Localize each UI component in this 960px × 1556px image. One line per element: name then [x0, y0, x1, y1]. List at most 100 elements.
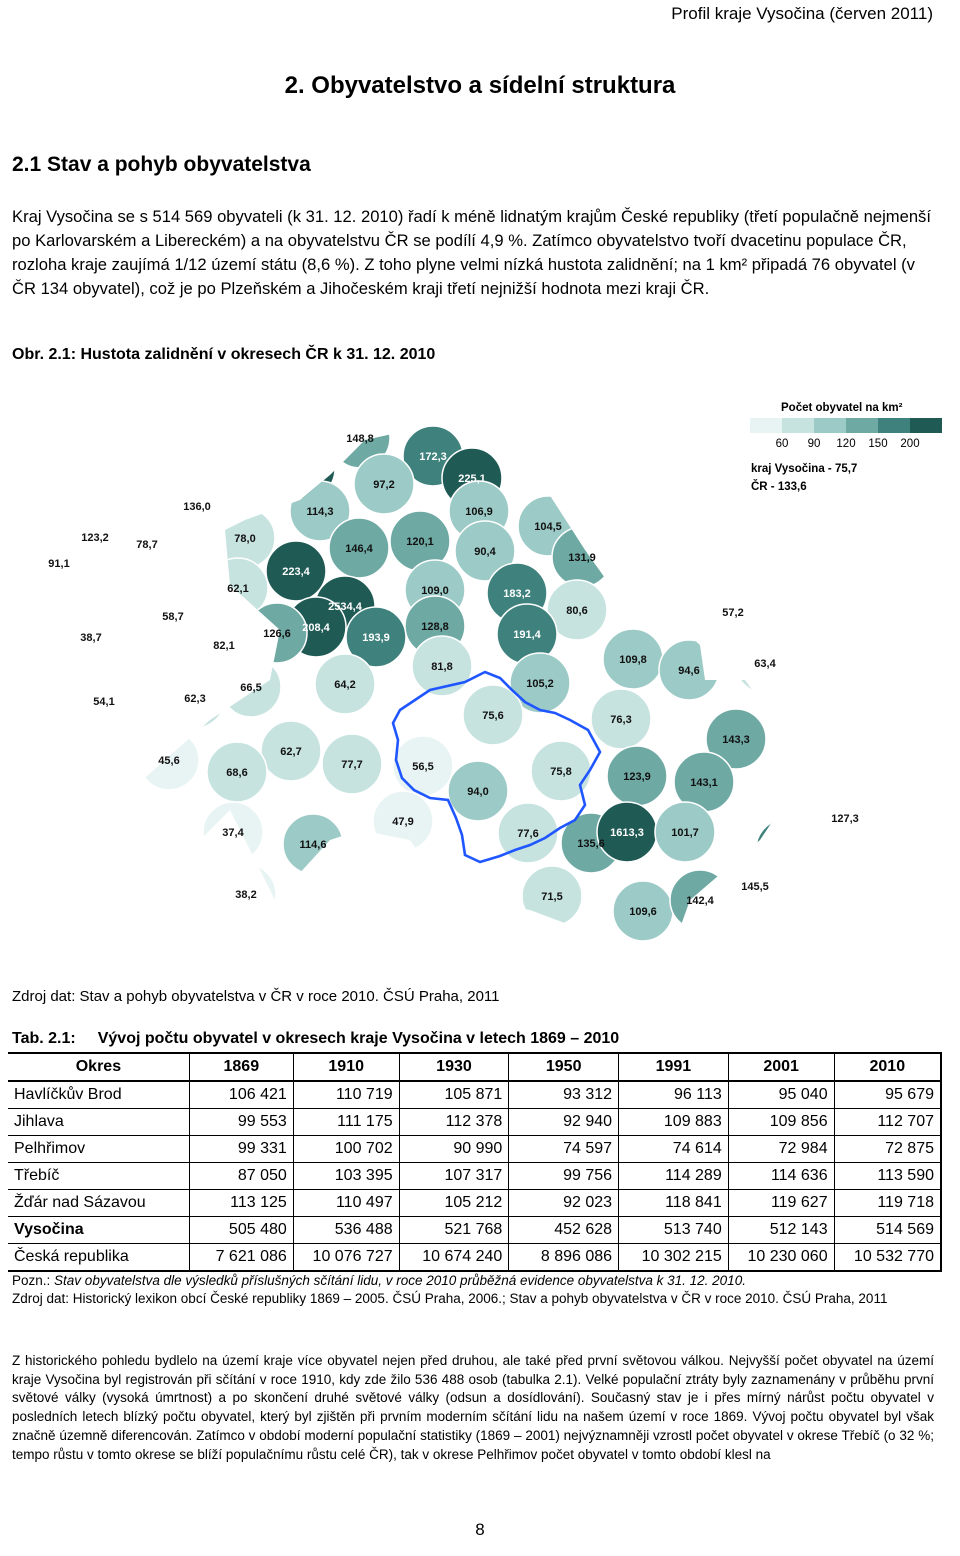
- population-cell: 10 302 215: [618, 1243, 729, 1272]
- population-cell: 92 023: [508, 1189, 620, 1217]
- district-area: [509, 652, 571, 714]
- district-label: 123,9: [623, 771, 651, 783]
- district-area: [392, 735, 454, 797]
- district-label: 148,8: [346, 433, 374, 445]
- population-cell: 521 768: [398, 1216, 510, 1244]
- district-label: 104,5: [534, 521, 562, 533]
- district-label: 64,2: [334, 679, 355, 691]
- district-label: 208,4: [302, 622, 330, 634]
- population-cell: 10 532 770: [833, 1243, 942, 1272]
- legend-tick: 200: [900, 438, 919, 450]
- district-label: 109,8: [619, 654, 647, 666]
- running-header: Profil kraje Vysočina (červen 2011): [671, 4, 933, 23]
- district-label: 91,1: [48, 558, 69, 570]
- district-label: 38,2: [235, 889, 256, 901]
- population-cell: 110 719: [292, 1080, 400, 1109]
- population-cell: 74 597: [508, 1135, 620, 1163]
- col-header: Okres: [8, 1052, 190, 1082]
- district-label: 191,4: [513, 629, 541, 641]
- population-cell: 119 718: [833, 1189, 942, 1217]
- district-area: [705, 708, 767, 770]
- district-labels: 148,8 172,3 276,9 300,9 250,0 225,1 97,2 136,0 1…: [48, 433, 923, 918]
- district-label: 128,8: [421, 621, 449, 633]
- district-area: [353, 453, 415, 515]
- col-header: 2001: [727, 1052, 835, 1082]
- district-label: 47,9: [392, 816, 413, 828]
- district-label: 186,4: [772, 844, 800, 856]
- district-label: 77,7: [341, 759, 362, 771]
- population-cell: 452 628: [508, 1216, 620, 1244]
- population-cell: 105 212: [398, 1189, 510, 1217]
- district-area: [530, 740, 592, 802]
- district-area: [462, 684, 524, 746]
- district-label: 142,4: [686, 895, 714, 907]
- legend-note-cr: ČR - 133,6: [751, 480, 807, 493]
- district-label: 143,1: [690, 777, 718, 789]
- district-label: 62,7: [280, 746, 301, 758]
- population-cell: 118 841: [618, 1189, 729, 1217]
- legend-title: Počet obyvatel na km²: [781, 402, 903, 414]
- table-caption-label: Tab. 2.1:: [12, 1030, 76, 1047]
- district-label: 126,6: [263, 628, 291, 640]
- district-name-cell: Žďár nad Sázavou: [8, 1189, 190, 1217]
- population-cell: 74 614: [618, 1135, 729, 1163]
- population-cell: 505 480: [188, 1216, 294, 1244]
- district-label: 94,0: [467, 786, 488, 798]
- population-cell: 90 990: [398, 1135, 510, 1163]
- population-table: Okres 1869 1910 1930 1950 1991 2001 2010…: [8, 1052, 942, 1272]
- district-area: [328, 517, 390, 579]
- district-area: [454, 520, 516, 582]
- district-label: 109,0: [421, 585, 449, 597]
- legend-tick: 90: [808, 438, 821, 450]
- population-cell: 72 875: [833, 1135, 942, 1163]
- population-cell: 107 317: [398, 1162, 510, 1190]
- district-label: 54,1: [93, 696, 114, 708]
- district-label: 82,1: [213, 640, 234, 652]
- district-area: [546, 579, 608, 641]
- district-label: 183,2: [503, 588, 531, 600]
- district-label: 276,9: [251, 464, 279, 476]
- district-label: 37,4: [222, 827, 244, 839]
- district-label: 175,5: [896, 769, 924, 781]
- district-label: 62,3: [184, 693, 205, 705]
- population-cell: 10 230 060: [727, 1243, 835, 1272]
- table-row: Vysočina 505 480 536 488 521 768 452 628 513 …: [8, 1216, 942, 1244]
- population-cell: 114 636: [727, 1162, 835, 1190]
- population-cell: 95 679: [833, 1080, 942, 1109]
- population-cell: 513 740: [618, 1216, 729, 1244]
- population-cell: 113 590: [833, 1162, 942, 1190]
- population-cell: 95 040: [727, 1080, 835, 1109]
- district-label: 68,6: [226, 767, 247, 779]
- district-label: 1613,3: [610, 827, 644, 839]
- district-label: 57,2: [722, 607, 743, 619]
- legend-swatch: [846, 418, 878, 433]
- figure-caption: Obr. 2.1: Hustota zalidnění v okresech Č…: [12, 346, 436, 363]
- col-header: 1930: [398, 1052, 510, 1082]
- district-area: [447, 760, 509, 822]
- population-cell: 99 756: [508, 1162, 620, 1190]
- population-cell: 103 395: [292, 1162, 400, 1190]
- district-label: 66,5: [240, 682, 261, 694]
- legend-tick: 150: [868, 438, 887, 450]
- district-label: 135,6: [577, 838, 605, 850]
- table-row: Pelhřimov 99 331 100 702 90 990 74 597 74 614…: [8, 1135, 942, 1163]
- district-label: 45,6: [158, 755, 179, 767]
- legend-swatch: [814, 418, 846, 433]
- intro-text: Kraj Vysočina se s 514 569 obyvateli (k …: [12, 207, 931, 298]
- district-area: [265, 540, 327, 602]
- col-header: 1910: [292, 1052, 400, 1082]
- population-cell: 87 050: [188, 1162, 294, 1190]
- note-line: Pozn.: Stav obyvatelstva dle výsledků př…: [12, 1272, 947, 1290]
- population-cell: 109 856: [727, 1108, 835, 1136]
- population-cell: 113 125: [188, 1189, 294, 1217]
- density-map: 148,8 172,3 276,9 300,9 250,0 225,1 97,2 136,0 1…: [0, 380, 960, 980]
- population-cell: 93 312: [508, 1080, 620, 1109]
- table-row: Česká republika 7 621 086 10 076 727 10 674…: [8, 1243, 942, 1272]
- district-label: 145,5: [741, 881, 769, 893]
- district-label: 120,1: [406, 536, 434, 548]
- population-cell: 106 421: [188, 1080, 294, 1109]
- population-cell: 99 553: [188, 1108, 294, 1136]
- district-label: 101,7: [671, 827, 699, 839]
- district-label: 38,7: [80, 632, 101, 644]
- district-label: 143,3: [722, 734, 750, 746]
